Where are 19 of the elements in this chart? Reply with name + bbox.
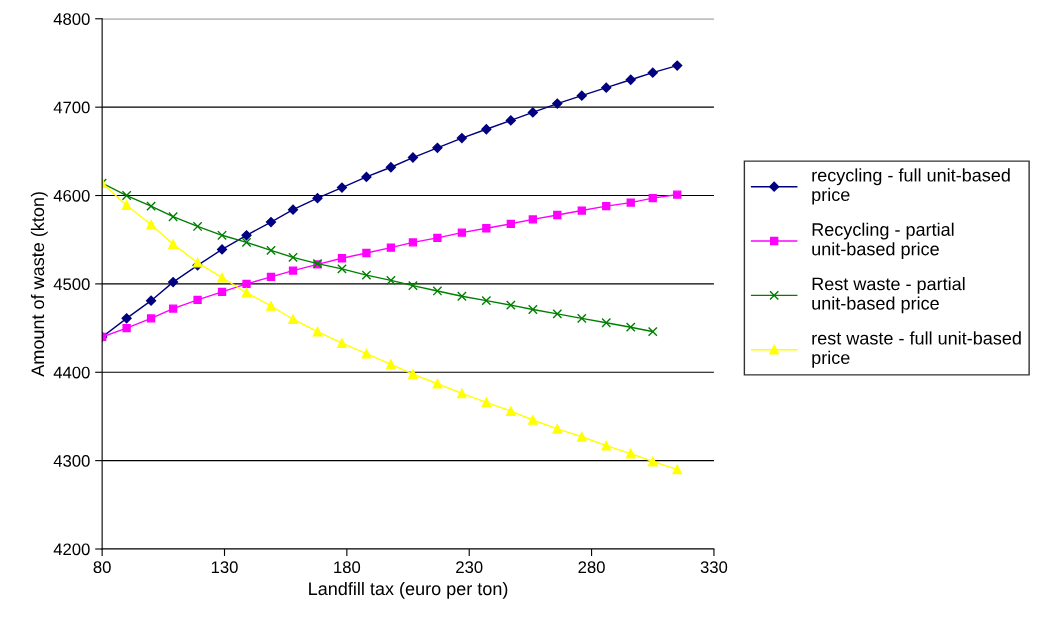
x-tick-label: 80	[93, 561, 111, 574]
x-tick-label: 130	[211, 561, 238, 574]
y-tick-label: 4800	[53, 13, 90, 25]
y-tick-label: 4500	[53, 278, 90, 291]
y-axis-title: Amount of waste (kton)	[30, 192, 48, 377]
y-tick-label: 4300	[53, 455, 90, 467]
y-tick-label: 4700	[53, 101, 90, 114]
x-tick-label: 180	[334, 561, 361, 574]
x-tick-label: 280	[578, 561, 605, 574]
y-tick-label: 4200	[53, 543, 90, 556]
legend-label: rest waste - full unit-based price	[812, 331, 1021, 368]
y-tick-label: 4600	[53, 189, 90, 202]
y-tick-label: 4400	[53, 366, 90, 379]
legend-label: recycling - full unit-based price	[812, 168, 1010, 205]
x-axis-title: Landfill tax (euro per ton)	[309, 581, 508, 599]
x-tick-label: 330	[700, 561, 728, 574]
legend-label: Recycling - partial unit-based price	[812, 222, 954, 259]
legend-label: Rest waste - partial unit-based price	[812, 277, 965, 314]
x-tick-label: 230	[456, 561, 483, 574]
